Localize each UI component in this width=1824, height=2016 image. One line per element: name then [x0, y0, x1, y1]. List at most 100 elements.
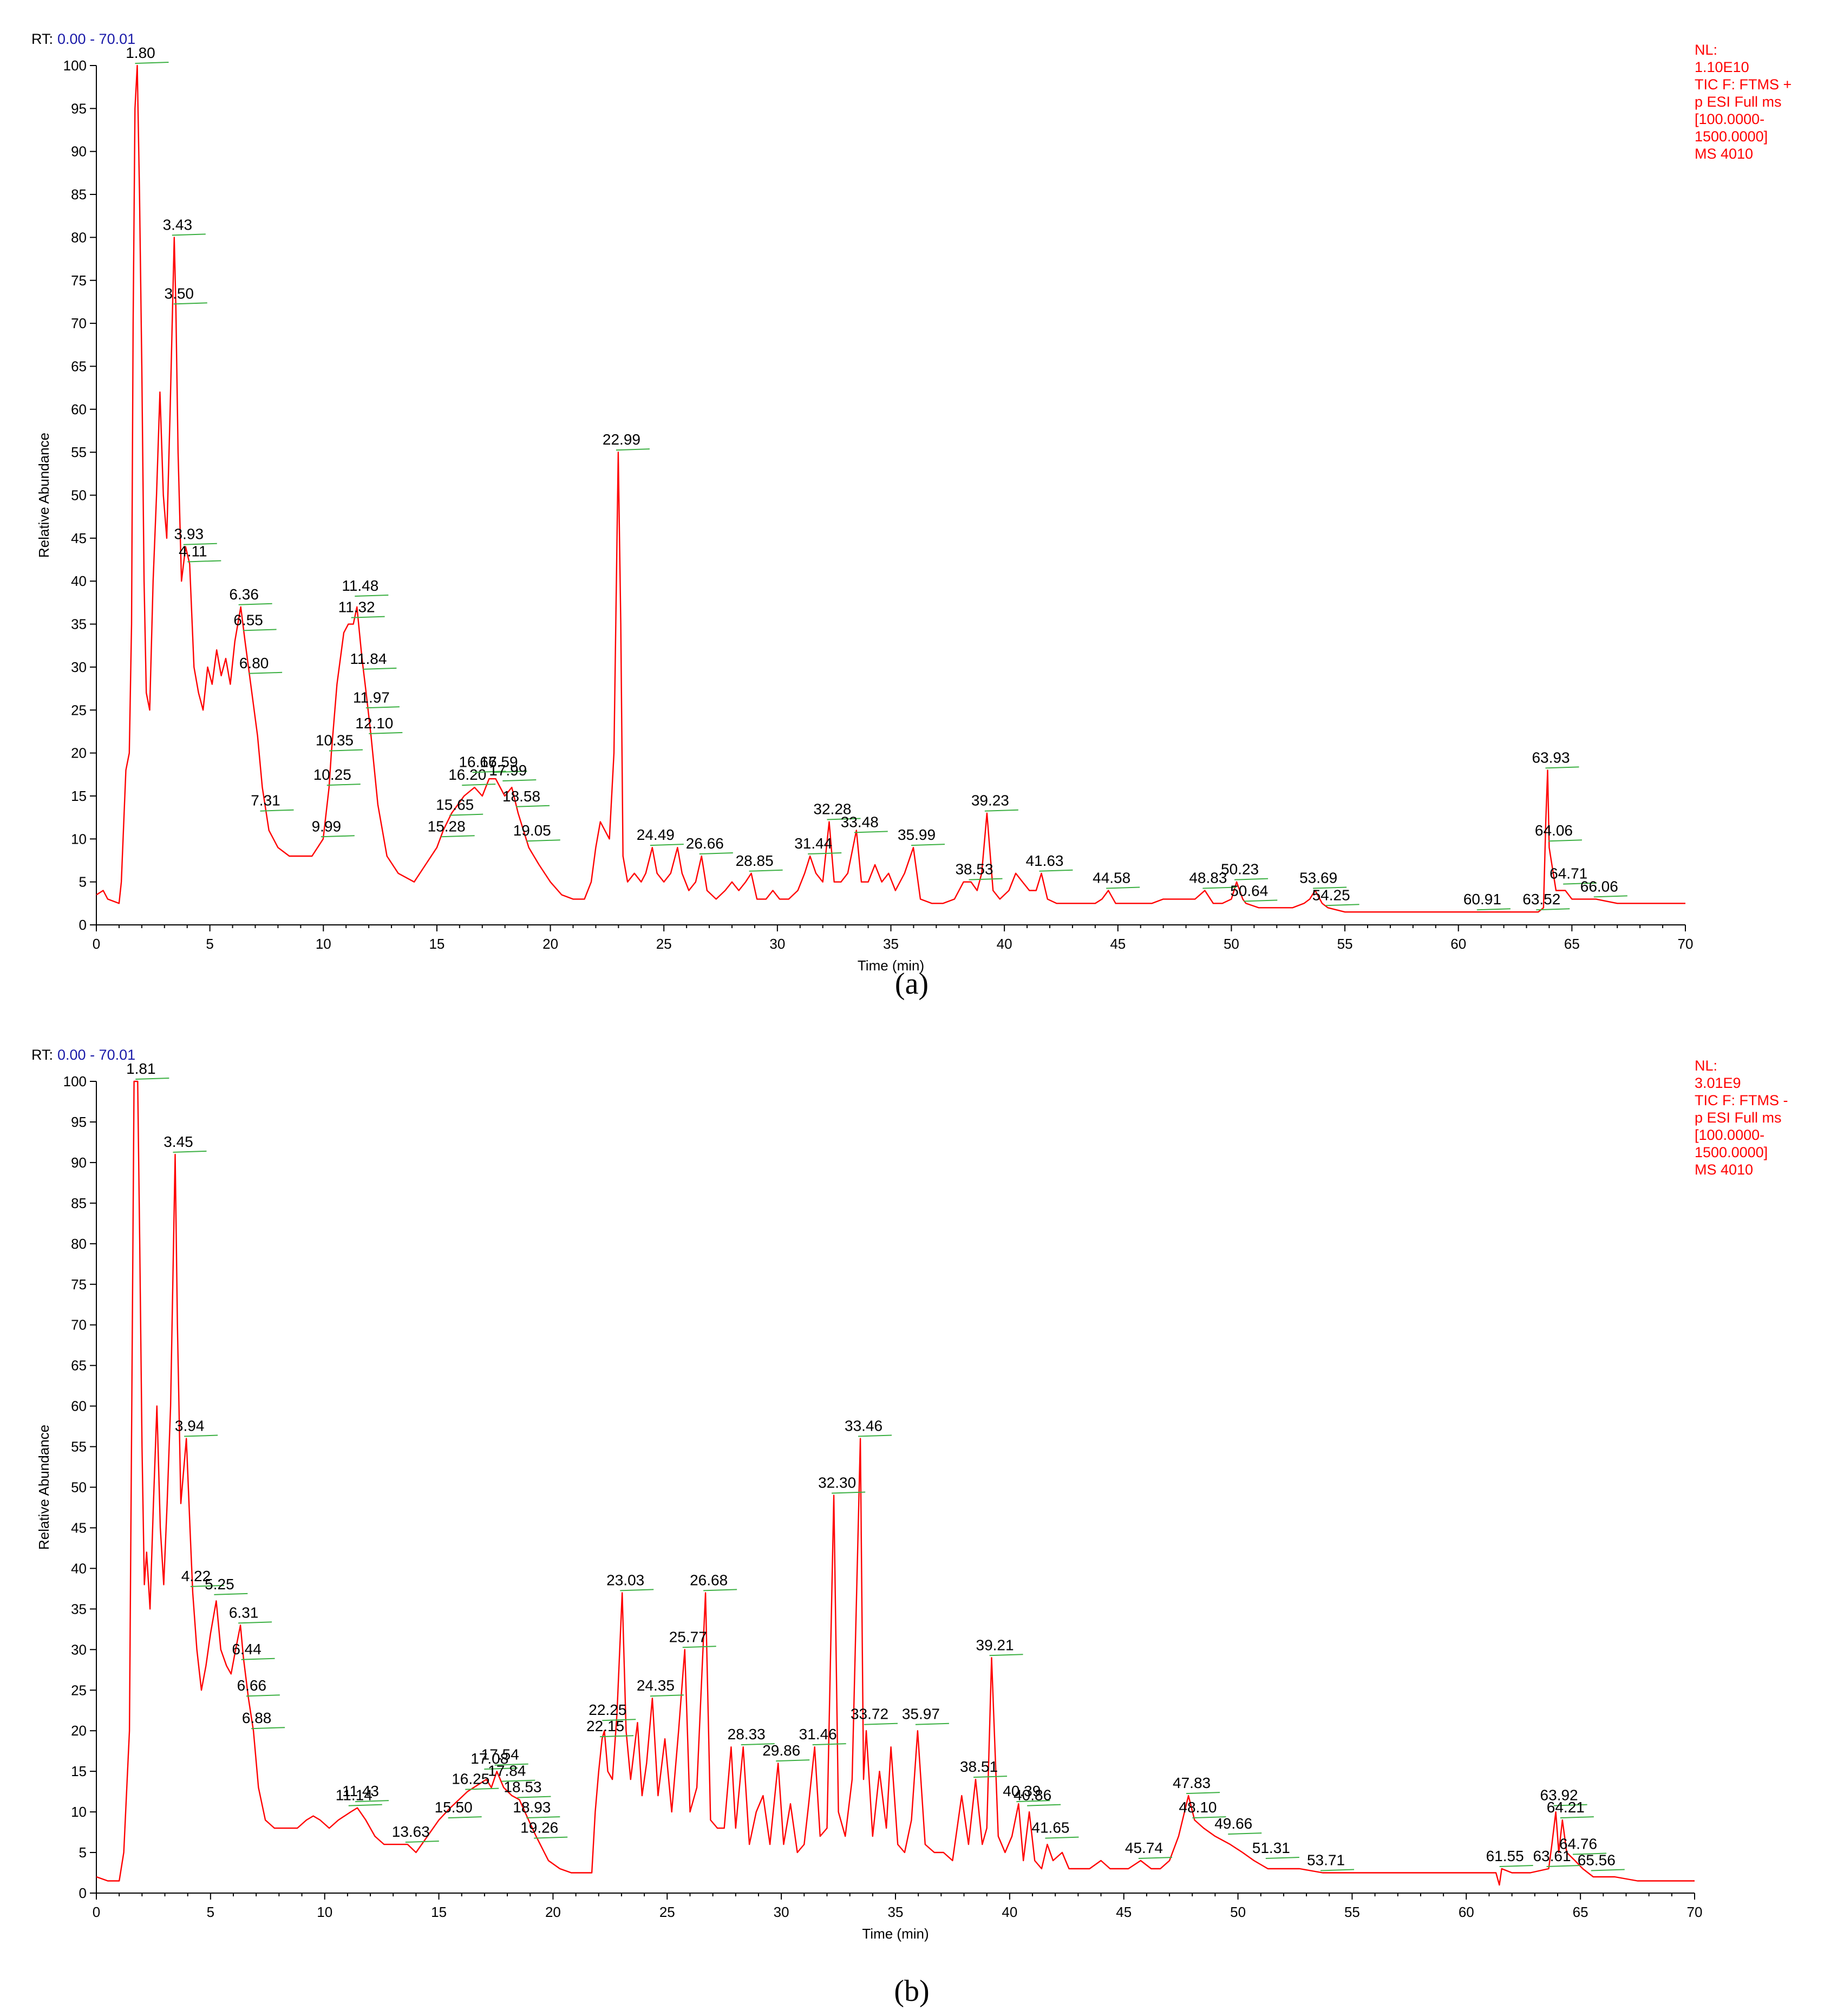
- peak-marker: [1234, 878, 1269, 880]
- peak-marker: [365, 706, 400, 709]
- instrument-info-line: NL:: [1695, 42, 1717, 58]
- y-tick-label: 10: [71, 1804, 87, 1820]
- peak-label: 33.72: [851, 1706, 888, 1723]
- peak-label: 6.66: [237, 1677, 267, 1694]
- chromatogram-panel-a: RT: 0.00 - 70.01 0 5 10 15 20 25 30 35 40 45 50 55 60 6…: [0, 0, 1824, 1007]
- peak-marker: [260, 809, 294, 812]
- peak-label: 48.83: [1189, 870, 1227, 886]
- peak-marker: [516, 805, 550, 807]
- peak-label: 50.64: [1230, 882, 1268, 899]
- y-tick-label: 65: [71, 1358, 87, 1374]
- peak-marker: [238, 603, 272, 605]
- peak-label: 7.31: [251, 792, 280, 809]
- peak-label: 22.99: [603, 431, 640, 448]
- y-tick-label: 80: [71, 1236, 87, 1252]
- instrument-info-line: 1.10E10: [1695, 59, 1749, 75]
- y-tick-label: 0: [79, 917, 87, 933]
- chromatogram-a-svg: RT: 0.00 - 70.010510152025303540455055606…: [31, 31, 1792, 1001]
- peak-label: 53.69: [1299, 870, 1337, 886]
- peak-marker: [517, 1796, 551, 1798]
- peak-label: 6.44: [232, 1641, 261, 1658]
- chromatogram-b-svg: RT: 0.00 - 70.010510152025303540455055606…: [31, 1047, 1788, 2008]
- peak-marker: [243, 629, 277, 631]
- x-tick-label: 15: [429, 936, 444, 952]
- peak-label: 16.66: [459, 753, 496, 770]
- x-tick-label: 0: [93, 1904, 100, 1920]
- peak-label: 17.99: [489, 762, 527, 779]
- y-tick-label: 65: [71, 358, 87, 374]
- peak-label: 5.25: [205, 1576, 234, 1593]
- x-tick-label: 25: [656, 936, 672, 952]
- y-tick-label: 55: [71, 444, 87, 460]
- y-tick-label: 30: [71, 1641, 87, 1658]
- peak-marker: [1244, 899, 1278, 902]
- y-tick-label: 70: [71, 315, 87, 331]
- y-tick-label: 20: [71, 745, 87, 761]
- peak-marker: [351, 616, 385, 618]
- peak-label: 18.93: [513, 1799, 551, 1816]
- x-tick-label: 20: [545, 1904, 561, 1920]
- peak-label: 63.92: [1540, 1787, 1578, 1804]
- y-tick-label: 60: [71, 1398, 87, 1414]
- rt-header: RT: 0.00 - 70.01: [31, 31, 135, 47]
- y-tick-label: 55: [71, 1439, 87, 1455]
- peak-marker: [749, 869, 783, 872]
- peak-label: 54.25: [1312, 886, 1350, 903]
- peak-label: 18.53: [504, 1779, 541, 1796]
- peak-label: 19.05: [513, 822, 551, 839]
- instrument-info-line: [100.0000-: [1695, 1127, 1764, 1143]
- peak-label: 3.43: [163, 216, 193, 233]
- y-tick-label: 10: [71, 831, 87, 847]
- peak-label: 26.66: [686, 835, 724, 852]
- peak-marker: [741, 1743, 775, 1746]
- panel-caption: (b): [894, 1974, 929, 2008]
- peak-marker: [969, 878, 1003, 880]
- peak-marker: [1325, 904, 1359, 906]
- tic-trace-tic: [96, 1080, 1695, 1886]
- peak-marker: [441, 835, 475, 838]
- instrument-info-line: 1500.0000]: [1695, 128, 1768, 145]
- peak-marker: [183, 543, 217, 545]
- peak-marker: [472, 771, 506, 773]
- x-tick-label: 35: [888, 1904, 904, 1920]
- y-tick-label: 95: [71, 100, 87, 116]
- peak-marker: [190, 1584, 224, 1587]
- peak-marker: [526, 1816, 560, 1819]
- peak-label: 39.21: [976, 1636, 1014, 1653]
- peak-marker: [1320, 1869, 1355, 1871]
- peak-label: 17.08: [470, 1750, 508, 1767]
- y-axis-title: Relative Abundance: [36, 433, 52, 558]
- y-tick-label: 80: [71, 229, 87, 245]
- peak-marker: [602, 1719, 636, 1721]
- peak-marker: [827, 818, 861, 820]
- peak-marker: [249, 671, 283, 674]
- peak-marker: [493, 771, 527, 773]
- peak-marker: [363, 667, 397, 670]
- peak-label: 24.49: [637, 826, 675, 843]
- y-axis-title: Relative Abundance: [36, 1425, 52, 1550]
- x-tick-label: 45: [1116, 1904, 1132, 1920]
- x-tick-label: 65: [1573, 1904, 1588, 1920]
- x-tick-label: 55: [1344, 1904, 1360, 1920]
- y-tick-label: 40: [71, 573, 87, 589]
- peak-marker: [238, 1621, 272, 1624]
- instrument-info-line: 3.01E9: [1695, 1075, 1741, 1091]
- y-tick-label: 95: [71, 1114, 87, 1130]
- peak-marker: [405, 1841, 439, 1843]
- peak-marker: [1027, 1804, 1061, 1806]
- peak-label: 35.97: [902, 1706, 940, 1723]
- peak-marker: [1313, 886, 1347, 889]
- peak-marker: [1560, 1816, 1594, 1819]
- peak-label: 11.43: [342, 1783, 379, 1799]
- peak-label: 47.83: [1173, 1774, 1211, 1791]
- peak-marker: [808, 852, 842, 855]
- y-tick-label: 50: [71, 1479, 87, 1496]
- x-tick-label: 50: [1230, 1904, 1246, 1920]
- peak-marker: [1106, 886, 1140, 889]
- x-tick-label: 15: [431, 1904, 447, 1920]
- peak-label: 1.81: [126, 1060, 156, 1077]
- peak-label: 3.50: [165, 285, 194, 302]
- peak-label: 63.93: [1532, 749, 1570, 766]
- peak-marker: [915, 1723, 949, 1725]
- x-tick-label: 60: [1459, 1904, 1474, 1920]
